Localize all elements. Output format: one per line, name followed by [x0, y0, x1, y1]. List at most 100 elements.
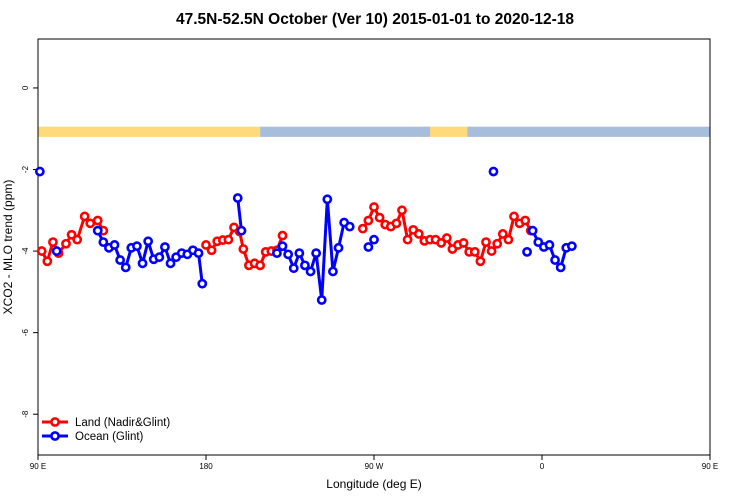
ocean-point [316, 295, 327, 305]
ocean-point [344, 221, 355, 232]
ocean-point [328, 266, 338, 277]
land-point [497, 229, 508, 239]
land-point [36, 246, 47, 256]
strip-segment-ocean [467, 126, 710, 137]
ocean-point [300, 260, 310, 271]
ocean-point [132, 241, 142, 252]
ocean-point [154, 252, 165, 263]
ocean-point [92, 225, 103, 236]
ocean-point [311, 248, 322, 259]
x-tick-label: 0 [540, 462, 545, 471]
ocean-point [555, 262, 566, 273]
land-point [42, 256, 53, 267]
ocean-point [272, 248, 282, 259]
land-point [503, 234, 514, 245]
ocean-point [109, 240, 120, 250]
land-point [397, 205, 407, 216]
x-tick-label: 90 E [702, 462, 718, 471]
land-point [486, 246, 497, 256]
ocean-point [333, 242, 344, 253]
strip-segment-land [38, 126, 261, 137]
y-axis-label: XCO2 - MLO trend (ppm) [1, 180, 15, 315]
ocean-series-line [236, 197, 243, 231]
land-point [509, 211, 519, 222]
land-point [72, 234, 83, 245]
ocean-point [232, 193, 243, 203]
x-axis: 90 E 180 90 W 0 90 E [30, 455, 718, 471]
ocean-point [488, 166, 499, 177]
land-point [238, 244, 249, 254]
ocean-point [544, 240, 555, 250]
ocean-point [294, 248, 305, 259]
legend-label-land: Land (Nadir&Glint) [75, 417, 170, 429]
land-point [79, 211, 90, 222]
land-point [66, 229, 77, 240]
strip-segment-ocean [260, 126, 430, 137]
land-point [492, 238, 503, 249]
land-point [369, 202, 379, 212]
ocean-point [363, 242, 374, 252]
ocean-point [137, 258, 148, 269]
land-point [481, 237, 491, 248]
land-point [201, 240, 211, 250]
y-tick-label: 0 [21, 85, 30, 90]
land-point [458, 238, 469, 248]
x-tick-label: 180 [199, 462, 213, 471]
legend-marker-land [50, 417, 60, 427]
ocean-point [283, 249, 294, 260]
y-tick-label: -6 [21, 329, 30, 337]
ocean-point [236, 225, 247, 236]
land-point [255, 260, 266, 271]
land-point [374, 212, 385, 223]
land-point [520, 215, 531, 226]
ocean-point [288, 263, 299, 274]
land-point [61, 238, 71, 249]
ocean-point [98, 237, 109, 248]
strip-segment-land [430, 126, 468, 137]
land-point [469, 246, 480, 257]
legend: Land (Nadir&Glint) Ocean (Glint) [42, 417, 170, 443]
ocean-point [197, 278, 208, 289]
ocean-point [522, 246, 532, 257]
x-tick-label: 90 E [30, 462, 46, 471]
y-tick-label: -8 [21, 410, 30, 418]
ocean-point [165, 258, 176, 269]
ocean-point [566, 241, 577, 252]
ocean-point [369, 234, 379, 245]
land-point [277, 230, 288, 241]
land-point [402, 234, 413, 245]
land-point [357, 223, 368, 234]
ocean-point [277, 241, 288, 252]
land-point [436, 238, 447, 248]
ocean-point [533, 237, 544, 248]
ocean-point [34, 166, 45, 177]
ocean-point [322, 194, 333, 205]
land-point [363, 215, 374, 226]
land-point [413, 229, 424, 239]
land-point [223, 234, 234, 245]
ocean-point [120, 262, 131, 273]
y-tick-label: -2 [21, 165, 30, 173]
ocean-point [115, 255, 126, 265]
ocean-point [527, 225, 538, 236]
ocean-point [550, 255, 560, 265]
y-axis: 0 -2 -4 -6 -8 [21, 85, 38, 418]
ocean-point [143, 236, 154, 247]
land-point [48, 237, 58, 248]
land-point [475, 256, 486, 267]
land-point [441, 233, 452, 243]
ocean-point [160, 242, 170, 252]
chart-title: 47.5N-52.5N October (Ver 10) 2015-01-01 … [176, 11, 574, 28]
series-group [34, 166, 577, 305]
ocean-point [193, 248, 204, 259]
land-point [92, 215, 103, 226]
land-ocean-strip [38, 126, 710, 137]
land-point [391, 218, 402, 229]
legend-label-ocean: Ocean (Glint) [75, 431, 144, 443]
x-axis-label: Longitude (deg E) [326, 477, 421, 491]
land-point [85, 218, 96, 229]
legend-marker-ocean [50, 431, 60, 441]
ocean-point [305, 266, 316, 277]
x-tick-label: 90 W [365, 462, 384, 471]
